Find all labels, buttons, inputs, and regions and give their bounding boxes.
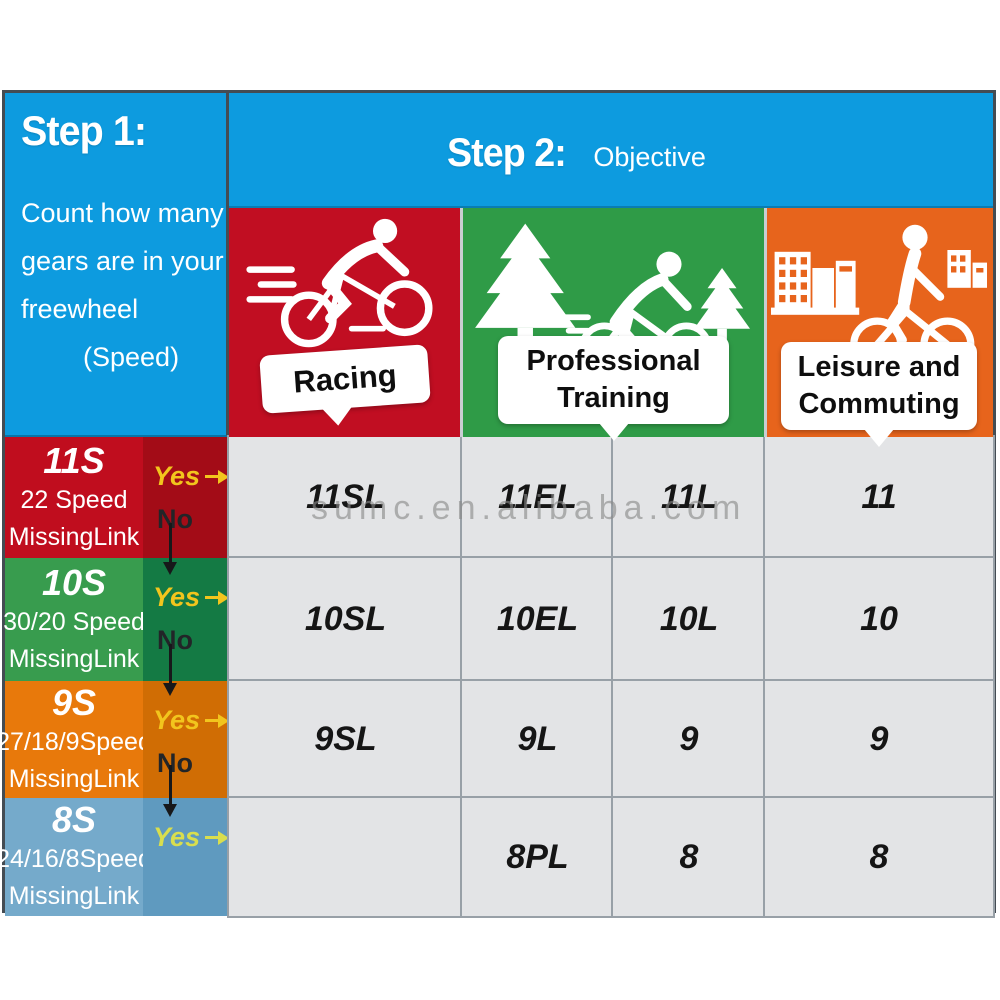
step1-line: (Speed) xyxy=(83,342,180,372)
step1-panel: Step 1: Count how many gears are in your… xyxy=(5,93,229,437)
row-product: MissingLink xyxy=(8,644,140,673)
column-header-racing: Racing xyxy=(229,208,462,437)
cell-commuting-9s: 9 xyxy=(763,679,995,800)
training-label-line2: Training xyxy=(557,382,670,414)
row-product: MissingLink xyxy=(8,764,140,793)
no-label: No xyxy=(157,625,193,655)
watermark: sumc.en.alibaba.com xyxy=(311,489,747,527)
row-branch-10s: Yes No xyxy=(143,558,229,681)
step2-title: Step 2: xyxy=(447,131,567,175)
row-label-8s: 8S 24/16/8Speed MissingLink xyxy=(0,798,152,916)
row-speed: 27/18/9Speed xyxy=(0,727,152,756)
selection-table: Step 1: Count how many gears are in your… xyxy=(0,90,996,918)
yes-arrow-line xyxy=(205,719,218,722)
yes-arrow-head-icon xyxy=(218,713,229,728)
row-speed: 30/20 Speed xyxy=(3,607,145,636)
yes-arrow: Yes xyxy=(153,822,229,853)
yes-arrow-head-icon xyxy=(218,830,229,845)
commuting-label-line2: Commuting xyxy=(798,388,960,420)
column-header-commuting: Leisure and Commuting xyxy=(765,208,993,447)
row-code: 9S xyxy=(51,681,97,723)
header-divider xyxy=(764,208,767,437)
cell-training1-11s: 11EL xyxy=(460,435,615,560)
yes-arrow: Yes xyxy=(153,705,229,736)
row-label-11s: 11S 22 Speed MissingLink xyxy=(5,437,143,558)
yes-arrow-head-icon xyxy=(218,469,229,484)
racing-label-bubble: Racing xyxy=(259,344,431,414)
commuting-label-bubble: Leisure and Commuting xyxy=(781,342,977,447)
yes-label: Yes xyxy=(153,705,201,735)
step1-description: Count how many gears are in your freewhe… xyxy=(21,189,226,381)
no-label: No xyxy=(157,504,193,534)
racing-label: Racing xyxy=(292,357,398,400)
row-code: 11S xyxy=(43,439,105,481)
yes-label: Yes xyxy=(153,582,201,612)
no-down-arrow-icon xyxy=(163,765,177,817)
yes-arrow: Yes xyxy=(153,461,229,492)
yes-arrow: Yes xyxy=(153,582,229,613)
row-speed: 22 Speed xyxy=(20,485,128,514)
row-branch-11s: Yes No xyxy=(143,437,229,558)
cell-training1-10s: 10EL xyxy=(460,556,615,683)
step1-title: Step 1: xyxy=(21,107,147,154)
yes-arrow-line xyxy=(205,475,218,478)
row-code: 10S xyxy=(41,561,107,603)
row-header-10s: 10S 30/20 Speed MissingLink Yes No xyxy=(3,558,229,681)
yes-label: Yes xyxy=(153,822,201,852)
no-down-arrow-icon xyxy=(163,523,177,575)
row-code: 8S xyxy=(51,799,97,840)
no-down-arrow-icon xyxy=(163,644,177,696)
yes-arrow-head-icon xyxy=(218,590,229,605)
step2-subtitle: Objective xyxy=(593,142,706,172)
step2-band: Step 2: Objective xyxy=(229,93,993,208)
racing-cyclist-icon xyxy=(245,218,433,348)
cell-commuting-10s: 10 xyxy=(763,556,995,683)
no-label: No xyxy=(157,748,193,778)
row-header-8s: 8S 24/16/8Speed MissingLink Yes xyxy=(0,798,229,916)
cell-racing-8s xyxy=(227,796,464,918)
yes-arrow-line xyxy=(205,836,218,839)
cell-training2-9s: 9 xyxy=(611,679,767,800)
cell-commuting-11s: 11 xyxy=(763,435,995,560)
row-label-10s: 10S 30/20 Speed MissingLink xyxy=(3,558,145,681)
row-branch-8s: Yes xyxy=(143,798,229,916)
training-label-line1: Professional xyxy=(526,345,701,377)
row-speed: 24/16/8Speed xyxy=(0,845,152,873)
row-label-9s: 9S 27/18/9Speed MissingLink xyxy=(0,681,152,798)
row-branch-9s: Yes No xyxy=(143,681,229,798)
yes-arrow-line xyxy=(205,596,218,599)
step1-line: gears are in your xyxy=(21,246,224,276)
step1-line: freewheel xyxy=(21,294,139,324)
step1-line: Count how many xyxy=(21,198,224,228)
header-divider xyxy=(460,208,463,437)
training-label-bubble: Professional Training xyxy=(498,336,729,441)
row-header-11s: 11S 22 Speed MissingLink Yes No xyxy=(5,437,229,558)
commuting-label-line1: Leisure and xyxy=(797,351,961,383)
cell-racing-10s: 10SL xyxy=(227,556,464,683)
yes-label: Yes xyxy=(153,461,201,491)
cell-training1-9s: 9L xyxy=(460,679,615,800)
cell-training1-8s: 8PL xyxy=(460,796,615,918)
cell-racing-11s: 11SL xyxy=(227,435,464,560)
cell-training2-10s: 10L xyxy=(611,556,767,683)
cell-training2-8s: 8 xyxy=(611,796,767,918)
cell-training2-11s: 11L xyxy=(611,435,767,560)
column-header-training: Professional Training xyxy=(462,208,765,441)
cell-commuting-8s: 8 xyxy=(763,796,995,918)
row-header-9s: 9S 27/18/9Speed MissingLink Yes No xyxy=(0,681,229,798)
row-product: MissingLink xyxy=(8,522,140,551)
row-product: MissingLink xyxy=(8,882,140,910)
cell-racing-9s: 9SL xyxy=(227,679,464,800)
